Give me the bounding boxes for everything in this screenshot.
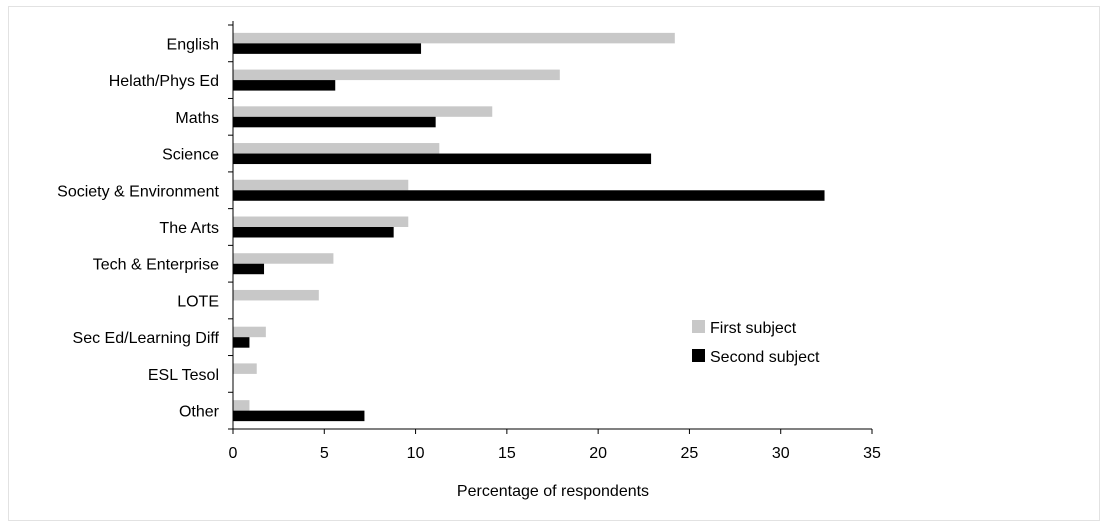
chart-frame bbox=[8, 6, 1100, 521]
bar-second-5 bbox=[233, 227, 394, 238]
bar-first-7 bbox=[233, 289, 319, 301]
bar-second-8 bbox=[233, 337, 250, 348]
category-label: Maths bbox=[175, 110, 219, 127]
axes-group: 0 5 10 15 20 25 30 35 bbox=[228, 21, 881, 462]
x-tick-label: 15 bbox=[498, 445, 516, 462]
category-label: ESL Tesol bbox=[148, 367, 219, 384]
bar-second-3 bbox=[233, 153, 652, 165]
legend-swatch-second bbox=[692, 349, 705, 362]
x-tick-label: 0 bbox=[229, 445, 238, 462]
bar-first-6 bbox=[233, 253, 334, 264]
category-label: Sec Ed/Learning Diff bbox=[73, 330, 220, 347]
legend-label: First subject bbox=[710, 320, 797, 337]
x-tick-label: 20 bbox=[589, 445, 607, 462]
legend: First subject Second subject bbox=[692, 320, 820, 366]
category-label: LOTE bbox=[177, 293, 219, 310]
x-tick-label: 5 bbox=[320, 445, 329, 462]
category-label: Science bbox=[162, 147, 219, 164]
category-label: Helath/Phys Ed bbox=[109, 73, 219, 90]
category-label: Society & Environment bbox=[57, 183, 219, 200]
bar-second-10 bbox=[233, 410, 365, 422]
category-label: Tech & Enterprise bbox=[93, 257, 219, 274]
category-label: The Arts bbox=[159, 220, 219, 237]
x-tick-label: 30 bbox=[772, 445, 790, 462]
legend-swatch-first bbox=[692, 320, 705, 333]
bar-first-2 bbox=[233, 106, 493, 117]
x-tick-label: 25 bbox=[681, 445, 699, 462]
bar-second-1 bbox=[233, 80, 336, 91]
bar-first-3 bbox=[233, 143, 440, 154]
bar-first-5 bbox=[233, 216, 409, 227]
category-label: Other bbox=[179, 404, 220, 421]
bar-second-4 bbox=[233, 190, 825, 201]
bar-first-10 bbox=[233, 400, 250, 411]
bar-second-2 bbox=[233, 116, 436, 128]
labels-group: English Helath/Phys Ed Maths Science Society… bbox=[57, 36, 220, 420]
legend-label: Second subject bbox=[710, 349, 820, 366]
bar-second-6 bbox=[233, 263, 265, 275]
bar-first-9 bbox=[233, 363, 257, 374]
x-tick-label: 35 bbox=[863, 445, 881, 462]
bar-first-0 bbox=[233, 32, 675, 44]
bars-group bbox=[233, 32, 825, 422]
category-label: English bbox=[167, 36, 219, 53]
bar-second-0 bbox=[233, 43, 422, 54]
bar-first-1 bbox=[233, 69, 560, 81]
bar-first-4 bbox=[233, 179, 409, 191]
x-axis-title: Percentage of respondents bbox=[457, 483, 649, 500]
bar-first-8 bbox=[233, 326, 266, 338]
x-tick-label: 10 bbox=[407, 445, 425, 462]
